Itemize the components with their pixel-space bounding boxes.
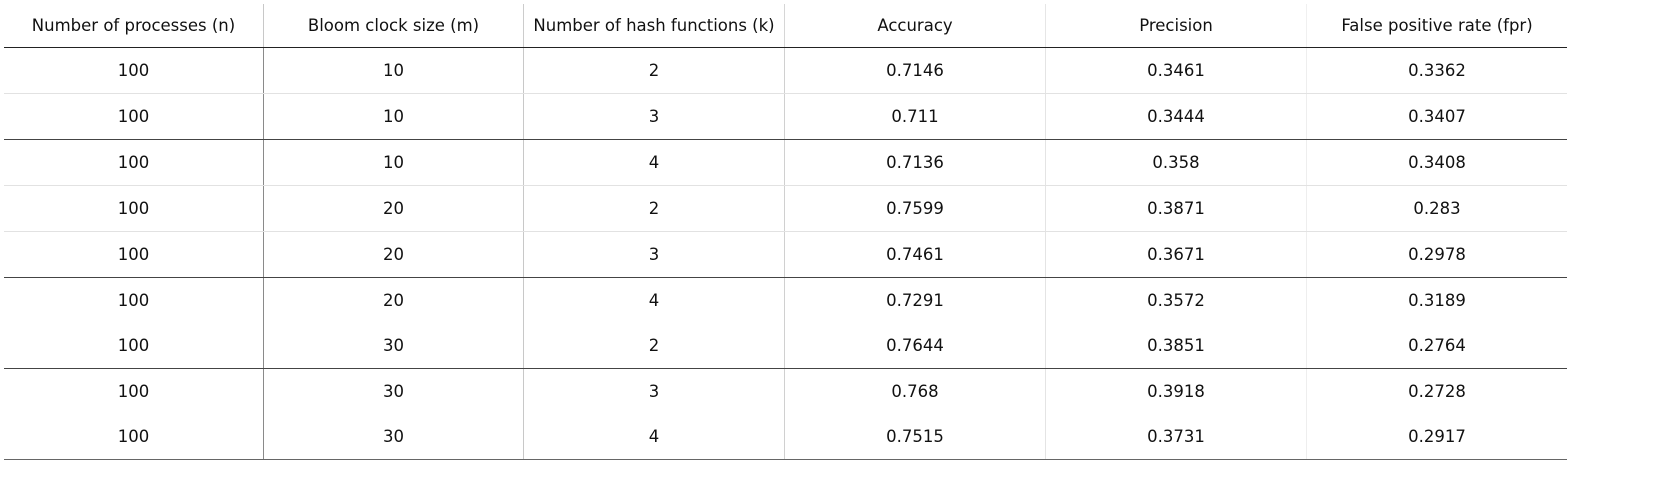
- cell-processes: 100: [4, 94, 264, 139]
- cell-processes: 100: [4, 48, 264, 93]
- cell-hash-functions: 4: [524, 140, 785, 185]
- cell-fpr: 0.2978: [1408, 245, 1466, 264]
- table-row: 100 30 3 0.768 0.3918 0.2728: [4, 368, 1567, 414]
- table-header-row: Number of processes (n) Bloom clock size…: [4, 4, 1567, 48]
- header-processes: Number of processes (n): [4, 4, 264, 47]
- cell-hash-functions: 3: [524, 94, 785, 139]
- cell-precision: 0.3671: [1046, 232, 1307, 277]
- cell-precision: 0.3444: [1046, 94, 1307, 139]
- cell-hash-functions: 2: [524, 323, 785, 368]
- cell-accuracy: 0.7461: [785, 232, 1046, 277]
- cell-bloom-clock-size: 30: [264, 323, 524, 368]
- header-hash-functions: Number of hash functions (k): [524, 4, 785, 47]
- table-row: 100 20 4 0.7291 0.3572 0.3189: [4, 277, 1567, 323]
- table-row: 100 10 3 0.711 0.3444 0.3407: [4, 93, 1567, 139]
- cell-accuracy: 0.7291: [785, 278, 1046, 323]
- cell-precision: 0.3918: [1046, 369, 1307, 414]
- cell-precision: 0.358: [1046, 140, 1307, 185]
- cell-fpr: 0.3408: [1408, 153, 1466, 172]
- table-row: 100 30 4 0.7515 0.3731 0.2917: [4, 414, 1567, 460]
- cell-processes: 100: [4, 369, 264, 414]
- cell-hash-functions: 4: [524, 414, 785, 459]
- header-precision: Precision: [1046, 4, 1307, 47]
- cell-precision: 0.3731: [1046, 414, 1307, 459]
- cell-fpr: 0.3362: [1408, 61, 1466, 80]
- cell-precision: 0.3871: [1046, 186, 1307, 231]
- header-bloom-clock-size: Bloom clock size (m): [264, 4, 524, 47]
- table-bottom-border: [4, 459, 1567, 460]
- cell-fpr: 0.2764: [1408, 336, 1466, 355]
- cell-hash-functions: 2: [524, 186, 785, 231]
- table-row: 100 10 2 0.7146 0.3461 0.3362: [4, 48, 1567, 93]
- header-fpr: False positive rate (fpr): [1341, 16, 1533, 35]
- cell-accuracy: 0.7644: [785, 323, 1046, 368]
- cell-accuracy: 0.7599: [785, 186, 1046, 231]
- cell-fpr: 0.2917: [1408, 427, 1466, 446]
- cell-precision: 0.3461: [1046, 48, 1307, 93]
- cell-bloom-clock-size: 20: [264, 232, 524, 277]
- cell-precision: 0.3851: [1046, 323, 1307, 368]
- cell-fpr: 0.2728: [1408, 382, 1466, 401]
- table-row: 100 10 4 0.7136 0.358 0.3408: [4, 139, 1567, 185]
- cell-bloom-clock-size: 10: [264, 140, 524, 185]
- cell-fpr: 0.283: [1413, 199, 1461, 218]
- cell-bloom-clock-size: 20: [264, 186, 524, 231]
- results-table: Number of processes (n) Bloom clock size…: [4, 4, 1567, 460]
- cell-accuracy: 0.7146: [785, 48, 1046, 93]
- table-row: 100 20 3 0.7461 0.3671 0.2978: [4, 231, 1567, 277]
- cell-bloom-clock-size: 10: [264, 48, 524, 93]
- table-row: 100 20 2 0.7599 0.3871 0.283: [4, 185, 1567, 231]
- cell-precision: 0.3572: [1046, 278, 1307, 323]
- cell-bloom-clock-size: 30: [264, 369, 524, 414]
- cell-accuracy: 0.7515: [785, 414, 1046, 459]
- cell-hash-functions: 3: [524, 369, 785, 414]
- cell-accuracy: 0.768: [785, 369, 1046, 414]
- cell-hash-functions: 2: [524, 48, 785, 93]
- cell-processes: 100: [4, 140, 264, 185]
- cell-fpr: 0.3407: [1408, 107, 1466, 126]
- cell-accuracy: 0.711: [785, 94, 1046, 139]
- cell-processes: 100: [4, 278, 264, 323]
- cell-processes: 100: [4, 232, 264, 277]
- cell-bloom-clock-size: 20: [264, 278, 524, 323]
- cell-bloom-clock-size: 30: [264, 414, 524, 459]
- table-row: 100 30 2 0.7644 0.3851 0.2764: [4, 323, 1567, 368]
- cell-hash-functions: 4: [524, 278, 785, 323]
- cell-processes: 100: [4, 414, 264, 459]
- cell-hash-functions: 3: [524, 232, 785, 277]
- cell-bloom-clock-size: 10: [264, 94, 524, 139]
- header-accuracy: Accuracy: [785, 4, 1046, 47]
- cell-processes: 100: [4, 323, 264, 368]
- cell-fpr: 0.3189: [1408, 291, 1466, 310]
- cell-processes: 100: [4, 186, 264, 231]
- cell-accuracy: 0.7136: [785, 140, 1046, 185]
